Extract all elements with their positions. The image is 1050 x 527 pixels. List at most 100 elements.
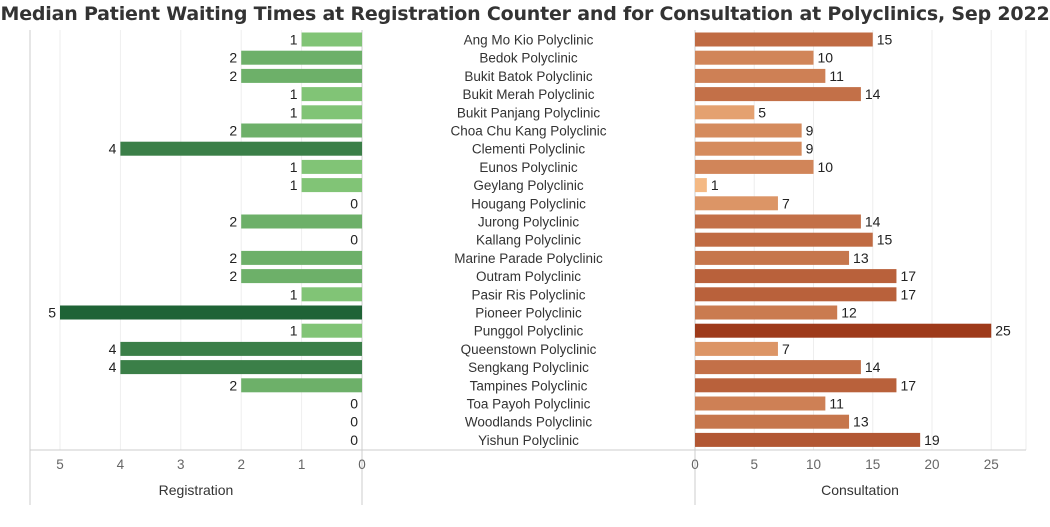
consultation-bar — [695, 378, 897, 393]
registration-axis-title: Registration — [159, 482, 234, 498]
registration-value-label: 2 — [229, 50, 237, 66]
category-label: Sengkang Polyclinic — [468, 360, 589, 375]
registration-bar — [241, 123, 362, 138]
consultation-bar — [695, 50, 814, 65]
consultation-value-label: 13 — [853, 414, 869, 430]
registration-value-label: 1 — [290, 323, 298, 339]
consultation-tick-label: 10 — [806, 457, 821, 472]
consultation-value-label: 13 — [853, 250, 869, 266]
consultation-value-label: 5 — [758, 104, 766, 120]
registration-value-label: 1 — [290, 32, 298, 48]
registration-value-label: 5 — [48, 305, 56, 321]
registration-bar — [301, 323, 362, 338]
category-label: Hougang Polyclinic — [471, 196, 586, 211]
registration-value-label: 4 — [109, 359, 117, 375]
registration-value-label: 1 — [290, 286, 298, 302]
category-label: Geylang Polyclinic — [473, 178, 584, 193]
registration-bar — [301, 287, 362, 302]
consultation-value-label: 11 — [829, 396, 844, 412]
consultation-bar — [695, 178, 707, 193]
consultation-value-label: 14 — [865, 214, 881, 230]
consultation-bar — [695, 432, 921, 447]
registration-tick-label: 0 — [358, 457, 366, 472]
category-label: Pioneer Polyclinic — [475, 306, 582, 321]
consultation-bar — [695, 159, 814, 174]
category-label: Toa Payoh Polyclinic — [467, 397, 591, 412]
category-label: Pasir Ris Polyclinic — [471, 287, 585, 302]
registration-value-label: 0 — [350, 432, 358, 448]
registration-value-label: 2 — [229, 123, 237, 139]
registration-bar — [301, 159, 362, 174]
consultation-value-label: 17 — [900, 377, 916, 393]
category-label: Bukit Merah Polyclinic — [462, 87, 594, 102]
registration-bar — [120, 360, 363, 375]
consultation-bar — [695, 196, 778, 211]
category-label: Punggol Polyclinic — [474, 324, 584, 339]
consultation-bar — [695, 360, 861, 375]
category-label: Kallang Polyclinic — [476, 233, 581, 248]
consultation-bar — [695, 87, 861, 102]
consultation-value-label: 11 — [829, 68, 844, 84]
registration-bar — [120, 141, 363, 156]
registration-bar — [241, 378, 362, 393]
consultation-bar — [695, 269, 897, 284]
consultation-bar — [695, 32, 873, 47]
category-label: Bedok Polyclinic — [479, 51, 578, 66]
chart-title: Median Patient Waiting Times at Registra… — [0, 3, 1050, 25]
registration-value-label: 0 — [350, 396, 358, 412]
consultation-value-label: 9 — [806, 141, 814, 157]
registration-bar — [60, 305, 362, 320]
registration-value-label: 2 — [229, 268, 237, 284]
consultation-bar — [695, 123, 802, 138]
category-label: Outram Polyclinic — [476, 269, 581, 284]
registration-bar — [120, 341, 363, 356]
category-label: Woodlands Polyclinic — [465, 415, 593, 430]
consultation-value-label: 15 — [877, 232, 893, 248]
category-label: Choa Chu Kang Polyclinic — [450, 124, 606, 139]
registration-value-label: 4 — [109, 341, 117, 357]
consultation-value-label: 25 — [995, 323, 1011, 339]
consultation-bar — [695, 305, 838, 320]
registration-tick-label: 3 — [177, 457, 185, 472]
category-label: Marine Parade Polyclinic — [454, 251, 603, 266]
registration-value-label: 2 — [229, 377, 237, 393]
registration-value-label: 1 — [290, 104, 298, 120]
registration-tick-label: 4 — [117, 457, 125, 472]
category-label: Bukit Batok Polyclinic — [464, 69, 593, 84]
consultation-bar — [695, 214, 861, 229]
consultation-value-label: 19 — [924, 432, 940, 448]
registration-value-label: 2 — [229, 250, 237, 266]
registration-value-label: 2 — [229, 68, 237, 84]
consultation-value-label: 9 — [806, 123, 814, 139]
registration-value-label: 1 — [290, 159, 298, 175]
consultation-value-label: 1 — [711, 177, 719, 193]
registration-value-label: 2 — [229, 214, 237, 230]
category-label: Tampines Polyclinic — [470, 378, 588, 393]
registration-tick-label: 2 — [237, 457, 245, 472]
registration-bar — [241, 269, 362, 284]
consultation-bar — [695, 341, 778, 356]
consultation-bar — [695, 323, 992, 338]
category-label: Yishun Polyclinic — [478, 433, 579, 448]
consultation-tick-label: 20 — [924, 457, 939, 472]
registration-bar — [241, 68, 362, 83]
registration-bar — [241, 50, 362, 65]
registration-bar — [301, 105, 362, 120]
consultation-value-label: 14 — [865, 86, 881, 102]
consultation-value-label: 7 — [782, 195, 790, 211]
consultation-bar — [695, 396, 826, 411]
category-label: Ang Mo Kio Polyclinic — [464, 33, 594, 48]
registration-bar — [241, 250, 362, 265]
category-label: Jurong Polyclinic — [478, 215, 580, 230]
consultation-tick-label: 15 — [865, 457, 880, 472]
registration-value-label: 1 — [290, 86, 298, 102]
registration-value-label: 0 — [350, 232, 358, 248]
consultation-bar — [695, 287, 897, 302]
category-label: Bukit Panjang Polyclinic — [457, 105, 601, 120]
registration-tick-label: 1 — [298, 457, 306, 472]
consultation-tick-label: 5 — [750, 457, 758, 472]
consultation-value-label: 17 — [900, 286, 916, 302]
consultation-bar — [695, 141, 802, 156]
consultation-value-label: 12 — [841, 305, 857, 321]
